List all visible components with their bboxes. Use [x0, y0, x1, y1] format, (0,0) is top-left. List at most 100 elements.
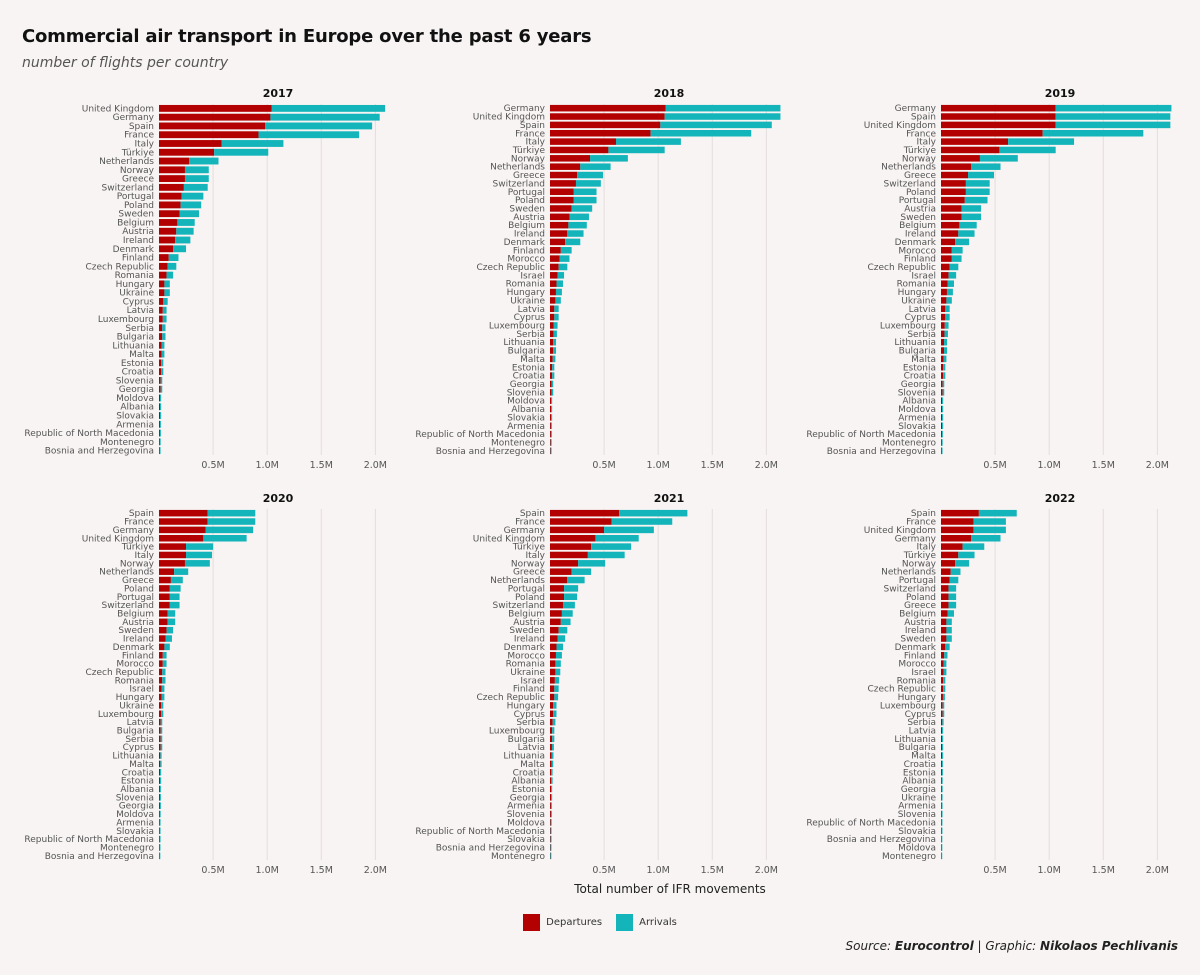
bar-arrivals-croatia: [552, 372, 554, 379]
bar-arrivals-portugal: [564, 585, 578, 592]
bar-departures-malta: [550, 761, 552, 768]
bar-arrivals-montenegro: [159, 844, 160, 851]
bar-departures-cyprus: [941, 314, 945, 321]
bar-departures-germany: [159, 114, 270, 121]
bar-arrivals-czech-republic: [943, 685, 945, 692]
panel-title-2019: 2019: [1045, 87, 1076, 100]
bar-arrivals-israel: [558, 272, 564, 279]
legend-swatch-arrivals: [616, 914, 633, 931]
bar-departures-luxembourg: [941, 322, 945, 329]
bar-departures-sweden: [941, 635, 946, 642]
bar-arrivals-slovakia: [941, 827, 942, 834]
legend-label-arrivals: Arrivals: [639, 917, 677, 928]
bar-departures-czech-republic: [941, 264, 950, 271]
bar-arrivals-austria: [561, 619, 571, 626]
bar-arrivals-croatia: [551, 769, 552, 776]
bar-departures-belgium: [550, 610, 562, 617]
bar-departures-belgium: [550, 222, 568, 229]
bar-departures-romania: [941, 677, 943, 684]
bar-departures-norway: [941, 155, 980, 162]
bar-arrivals-hungary: [943, 694, 945, 701]
bar-arrivals-t-rkiye: [186, 543, 213, 550]
bar-arrivals-sweden: [962, 214, 981, 221]
bar-arrivals-lithuania: [942, 736, 943, 743]
bar-departures-bulgaria: [941, 347, 944, 354]
bar-arrivals-france: [1043, 130, 1144, 137]
bar-departures-belgium: [941, 610, 947, 617]
bar-arrivals-finland: [169, 254, 179, 261]
bar-arrivals-malta: [553, 356, 556, 363]
panel-title-2018: 2018: [654, 87, 685, 100]
bar-arrivals-cyprus: [161, 744, 163, 751]
bar-arrivals-bulgaria: [552, 736, 554, 743]
bar-arrivals-bulgaria: [161, 727, 163, 734]
bar-departures-estonia: [550, 364, 552, 371]
bar-departures-bulgaria: [159, 727, 161, 734]
x-tick-label: 0.5M: [201, 460, 224, 471]
bar-arrivals-portugal: [182, 193, 204, 200]
bar-departures-estonia: [159, 359, 161, 366]
bar-arrivals-croatia: [943, 372, 945, 379]
panel-title-2022: 2022: [1045, 492, 1076, 505]
bar-departures-italy: [159, 552, 186, 559]
bar-departures-malta: [941, 752, 942, 759]
bar-departures-portugal: [550, 585, 564, 592]
chart-svg-2017: 20170.5M 1.0M 1.5M 2.0MUnited KingdomGerman…: [0, 85, 400, 470]
bar-arrivals-germany: [270, 114, 379, 121]
bar-departures-slovakia: [159, 412, 160, 419]
bar-departures-netherlands: [159, 158, 189, 165]
bar-departures-albania: [550, 777, 551, 784]
bar-arrivals-estonia: [943, 364, 945, 371]
bar-arrivals-romania: [947, 280, 953, 287]
bar-arrivals-ukraine: [555, 669, 560, 676]
bar-departures-estonia: [159, 777, 160, 784]
bar-departures-sweden: [159, 627, 167, 634]
bar-departures-albania: [159, 786, 160, 793]
bar-departures-italy: [550, 138, 616, 145]
legend-item-departures: Departures: [523, 914, 602, 931]
bar-arrivals-moldova: [941, 844, 942, 851]
bar-departures-croatia: [159, 769, 160, 776]
bar-arrivals-moldova: [942, 406, 943, 413]
bar-departures-switzerland: [159, 602, 170, 609]
bar-arrivals-malta: [944, 356, 947, 363]
x-tick-label: 1.5M: [701, 865, 724, 876]
bar-departures-france: [159, 131, 259, 138]
bar-arrivals-slovenia: [551, 811, 552, 818]
bar-departures-morocco: [941, 247, 952, 254]
bar-arrivals-portugal: [950, 577, 959, 584]
bar-arrivals-bosnia-and-herzegovina: [941, 836, 942, 843]
bar-arrivals-lithuania: [553, 339, 556, 346]
bar-departures-serbia: [159, 324, 162, 331]
bar-departures-spain: [159, 123, 265, 130]
bar-departures-ukraine: [159, 289, 164, 296]
bar-arrivals-italy: [1008, 138, 1074, 145]
bar-arrivals-latvia: [554, 305, 558, 312]
bar-arrivals-denmark: [945, 644, 949, 651]
source-prefix: Source:: [846, 939, 892, 953]
bar-departures-lithuania: [550, 752, 552, 759]
bar-departures-romania: [159, 272, 167, 279]
bar-arrivals-netherlands: [189, 158, 218, 165]
bar-departures-luxembourg: [941, 702, 943, 709]
bar-arrivals-cyprus: [943, 710, 945, 717]
bar-arrivals-portugal: [574, 188, 597, 195]
bar-departures-bulgaria: [941, 744, 942, 751]
bar-departures-ukraine: [550, 669, 555, 676]
bar-departures-czech-republic: [550, 694, 554, 701]
bar-arrivals-croatia: [161, 368, 163, 375]
bar-departures-poland: [159, 201, 181, 208]
bar-arrivals-latvia: [942, 727, 943, 734]
bar-departures-ukraine: [941, 297, 946, 304]
bar-departures-norway: [550, 560, 578, 567]
bar-arrivals-spain: [265, 123, 372, 130]
bar-departures-germany: [941, 535, 971, 542]
bar-arrivals-belgium: [168, 610, 176, 617]
bar-arrivals-austria: [176, 228, 193, 235]
bar-departures-bulgaria: [550, 347, 553, 354]
bar-arrivals-ukraine: [555, 297, 560, 304]
bar-departures-luxembourg: [159, 710, 161, 717]
bar-arrivals-italy: [186, 552, 212, 559]
bar-departures-united-kingdom: [941, 122, 1056, 129]
bar-arrivals-greece: [572, 568, 591, 575]
